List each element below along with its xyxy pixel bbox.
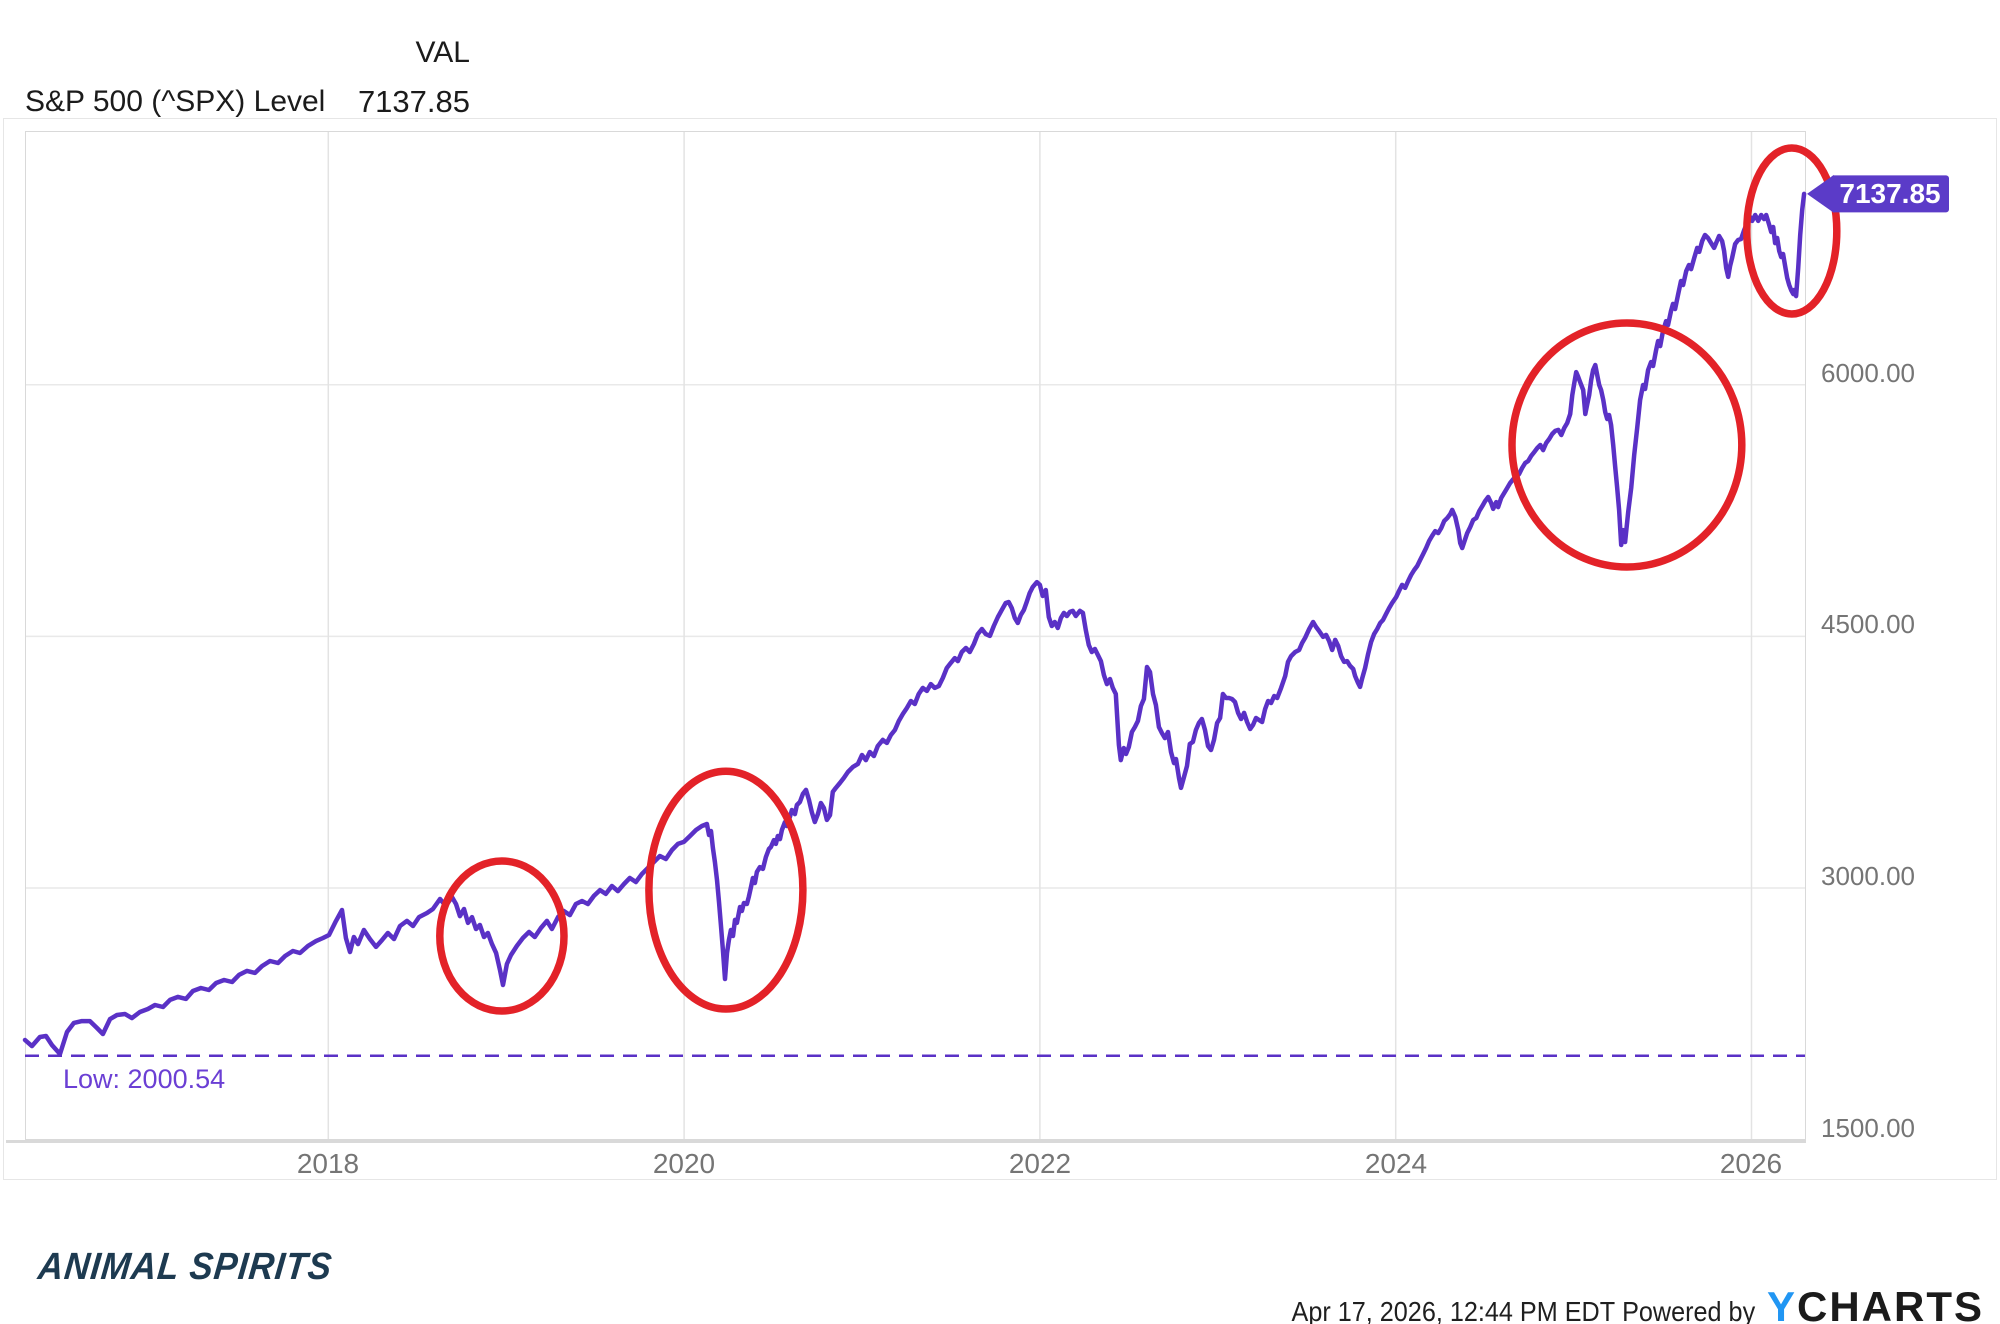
val-column-header: VAL <box>415 36 470 69</box>
animal-spirits-logo: ANIMAL SPIRITS <box>36 1246 335 1288</box>
val-current-value: 7137.85 <box>357 84 470 119</box>
badge-arrow-icon <box>1807 174 1834 213</box>
ycharts-y-icon: Y <box>1766 1283 1797 1324</box>
drawdown-circle-annotation <box>1508 319 1746 571</box>
widget-frame <box>3 118 1997 1180</box>
x-axis-tick-label: 2024 <box>1364 1148 1428 1179</box>
y-axis-tick-label: 6000.00 <box>1821 358 1915 388</box>
drawdown-circle-annotation <box>1743 144 1841 318</box>
x-axis-tick-label: 2018 <box>296 1148 360 1179</box>
y-axis-tick-label: 1500.00 <box>1821 1113 1915 1143</box>
y-axis-tick-label: 4500.00 <box>1821 609 1915 639</box>
drawdown-circle-annotation <box>645 767 807 1013</box>
x-axis-tick-label: 2022 <box>1008 1148 1072 1179</box>
chart-title: S&P 500 (^SPX) Level <box>25 85 326 118</box>
x-axis-tick-label: 2020 <box>652 1148 716 1179</box>
low-annotation-label: Low: 2000.54 <box>63 1064 226 1094</box>
plot-border <box>25 131 1806 1140</box>
footer-attribution: Apr 17, 2026, 12:44 PM EDT Powered by YC… <box>1240 1283 1984 1324</box>
badge-box <box>1831 175 1949 213</box>
ycharts-logo: YCHARTS <box>1767 1283 1984 1324</box>
last-price-badge: 7137.85 <box>1839 177 1941 209</box>
drawdown-circle-annotation <box>436 857 568 1015</box>
x-axis-tick-label: 2026 <box>1719 1148 1783 1179</box>
y-axis-tick-label: 3000.00 <box>1821 861 1915 891</box>
price-line-series <box>22 191 1807 1057</box>
timestamp-text: Apr 17, 2026, 12:44 PM EDT Powered by <box>1291 1296 1755 1324</box>
